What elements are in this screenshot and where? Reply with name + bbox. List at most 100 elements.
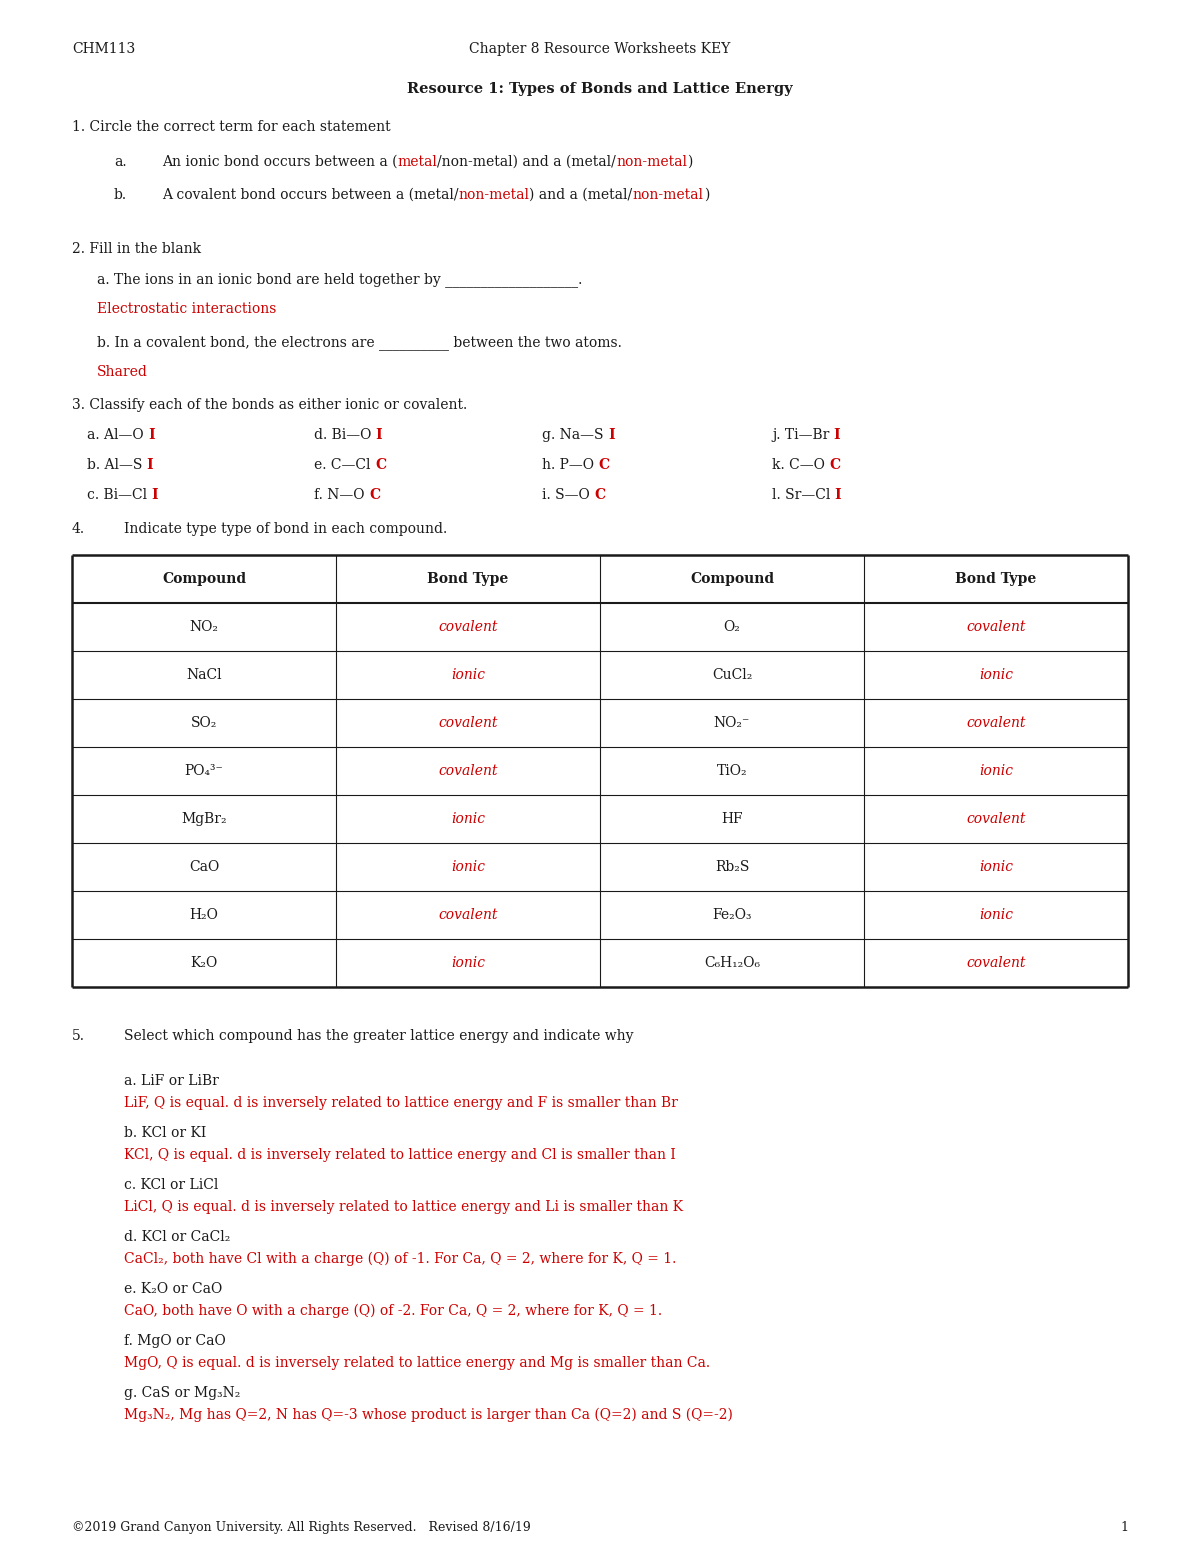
Text: d. Bi—O: d. Bi—O [314,429,376,443]
Text: 3. Classify each of the bonds as either ionic or covalent.: 3. Classify each of the bonds as either … [72,398,467,412]
Text: H₂O: H₂O [190,909,218,922]
Text: b. KCl or KI: b. KCl or KI [124,1126,206,1140]
Text: covalent: covalent [438,716,498,730]
Text: Indicate type type of bond in each compound.: Indicate type type of bond in each compo… [124,522,448,536]
Text: ): ) [688,155,692,169]
Text: LiCl, Q is equal. d is inversely related to lattice energy and Li is smaller tha: LiCl, Q is equal. d is inversely related… [124,1200,683,1214]
Text: 5.: 5. [72,1030,85,1044]
Text: covalent: covalent [438,764,498,778]
Text: CaCl₂, both have Cl with a charge (Q) of -1. For Ca, Q = 2, where for K, Q = 1.: CaCl₂, both have Cl with a charge (Q) of… [124,1252,677,1266]
Text: Bond Type: Bond Type [427,572,509,585]
Text: TiO₂: TiO₂ [716,764,748,778]
Text: e. C—Cl: e. C—Cl [314,458,374,472]
Text: ionic: ionic [979,764,1013,778]
Text: Compound: Compound [690,572,774,585]
Text: I: I [148,429,155,443]
Text: KCl, Q is equal. d is inversely related to lattice energy and Cl is smaller than: KCl, Q is equal. d is inversely related … [124,1148,676,1162]
Text: a. LiF or LiBr: a. LiF or LiBr [124,1075,218,1089]
Text: I: I [146,458,154,472]
Text: /non-metal) and a (metal/: /non-metal) and a (metal/ [437,155,616,169]
Text: covalent: covalent [966,620,1026,634]
Text: Electrostatic interactions: Electrostatic interactions [97,301,276,315]
Text: 2. Fill in the blank: 2. Fill in the blank [72,242,202,256]
Text: 1. Circle the correct term for each statement: 1. Circle the correct term for each stat… [72,120,391,134]
Text: CuCl₂: CuCl₂ [712,668,752,682]
Text: metal: metal [397,155,437,169]
Text: b. In a covalent bond, the electrons are __________ between the two atoms.: b. In a covalent bond, the electrons are… [97,335,622,349]
Text: non-metal: non-metal [616,155,688,169]
Text: b.: b. [114,188,127,202]
Text: j. Ti—Br: j. Ti—Br [772,429,834,443]
Text: ionic: ionic [451,812,485,826]
Text: covalent: covalent [438,620,498,634]
Text: non-metal: non-metal [458,188,529,202]
Text: MgBr₂: MgBr₂ [181,812,227,826]
Text: ionic: ionic [979,909,1013,922]
Text: C: C [599,458,610,472]
Text: f. N—O: f. N—O [314,488,368,502]
Text: An ionic bond occurs between a (: An ionic bond occurs between a ( [162,155,397,169]
Text: C₆H₁₂O₆: C₆H₁₂O₆ [704,957,760,971]
Text: Rb₂S: Rb₂S [715,860,749,874]
Text: C: C [829,458,840,472]
Text: CaO: CaO [188,860,220,874]
Text: ionic: ionic [451,957,485,971]
Text: l. Sr—Cl: l. Sr—Cl [772,488,835,502]
Text: Fe₂O₃: Fe₂O₃ [713,909,751,922]
Text: ionic: ionic [451,860,485,874]
Text: h. P—O: h. P—O [542,458,599,472]
Text: LiF, Q is equal. d is inversely related to lattice energy and F is smaller than : LiF, Q is equal. d is inversely related … [124,1096,678,1110]
Text: Compound: Compound [162,572,246,585]
Text: i. S—O: i. S—O [542,488,594,502]
Text: 4.: 4. [72,522,85,536]
Text: Mg₃N₂, Mg has Q=2, N has Q=-3 whose product is larger than Ca (Q=2) and S (Q=-2): Mg₃N₂, Mg has Q=2, N has Q=-3 whose prod… [124,1409,733,1423]
Text: k. C—O: k. C—O [772,458,829,472]
Text: A covalent bond occurs between a (metal/: A covalent bond occurs between a (metal/ [162,188,458,202]
Text: CaO, both have O with a charge (Q) of -2. For Ca, Q = 2, where for K, Q = 1.: CaO, both have O with a charge (Q) of -2… [124,1305,662,1318]
Text: ionic: ionic [451,668,485,682]
Text: ) and a (metal/: ) and a (metal/ [529,188,632,202]
Text: f. MgO or CaO: f. MgO or CaO [124,1334,226,1348]
Text: HF: HF [721,812,743,826]
Text: b. Al—S: b. Al—S [88,458,146,472]
Text: ionic: ionic [979,860,1013,874]
Text: ionic: ionic [979,668,1013,682]
Text: C: C [594,488,605,502]
Text: a. The ions in an ionic bond are held together by ___________________.: a. The ions in an ionic bond are held to… [97,272,582,287]
Text: I: I [834,429,840,443]
Text: Resource 1: Types of Bonds and Lattice Energy: Resource 1: Types of Bonds and Lattice E… [407,82,793,96]
Text: ©2019 Grand Canyon University. All Rights Reserved.   Revised 8/16/19: ©2019 Grand Canyon University. All Right… [72,1520,530,1534]
Text: O₂: O₂ [724,620,740,634]
Text: NO₂⁻: NO₂⁻ [714,716,750,730]
Text: SO₂: SO₂ [191,716,217,730]
Text: g. Na—S: g. Na—S [542,429,608,443]
Text: g. CaS or Mg₃N₂: g. CaS or Mg₃N₂ [124,1385,240,1399]
Text: I: I [608,429,614,443]
Text: c. Bi—Cl: c. Bi—Cl [88,488,151,502]
Text: 1: 1 [1120,1520,1128,1534]
Text: NO₂: NO₂ [190,620,218,634]
Text: covalent: covalent [966,716,1026,730]
Text: covalent: covalent [966,957,1026,971]
Text: C: C [368,488,380,502]
Text: Chapter 8 Resource Worksheets KEY: Chapter 8 Resource Worksheets KEY [469,42,731,56]
Text: non-metal: non-metal [632,188,703,202]
Text: covalent: covalent [966,812,1026,826]
Text: I: I [151,488,158,502]
Text: c. KCl or LiCl: c. KCl or LiCl [124,1179,218,1193]
Text: Select which compound has the greater lattice energy and indicate why: Select which compound has the greater la… [124,1030,634,1044]
Text: K₂O: K₂O [191,957,217,971]
Text: PO₄³⁻: PO₄³⁻ [185,764,223,778]
Text: NaCl: NaCl [186,668,222,682]
Text: d. KCl or CaCl₂: d. KCl or CaCl₂ [124,1230,230,1244]
Text: MgO, Q is equal. d is inversely related to lattice energy and Mg is smaller than: MgO, Q is equal. d is inversely related … [124,1356,710,1370]
Text: a.: a. [114,155,127,169]
Text: e. K₂O or CaO: e. K₂O or CaO [124,1281,222,1297]
Text: ): ) [703,188,709,202]
Text: CHM113: CHM113 [72,42,136,56]
Text: a. Al—O: a. Al—O [88,429,148,443]
Text: I: I [835,488,841,502]
Text: C: C [374,458,386,472]
Text: Bond Type: Bond Type [955,572,1037,585]
Text: I: I [376,429,383,443]
